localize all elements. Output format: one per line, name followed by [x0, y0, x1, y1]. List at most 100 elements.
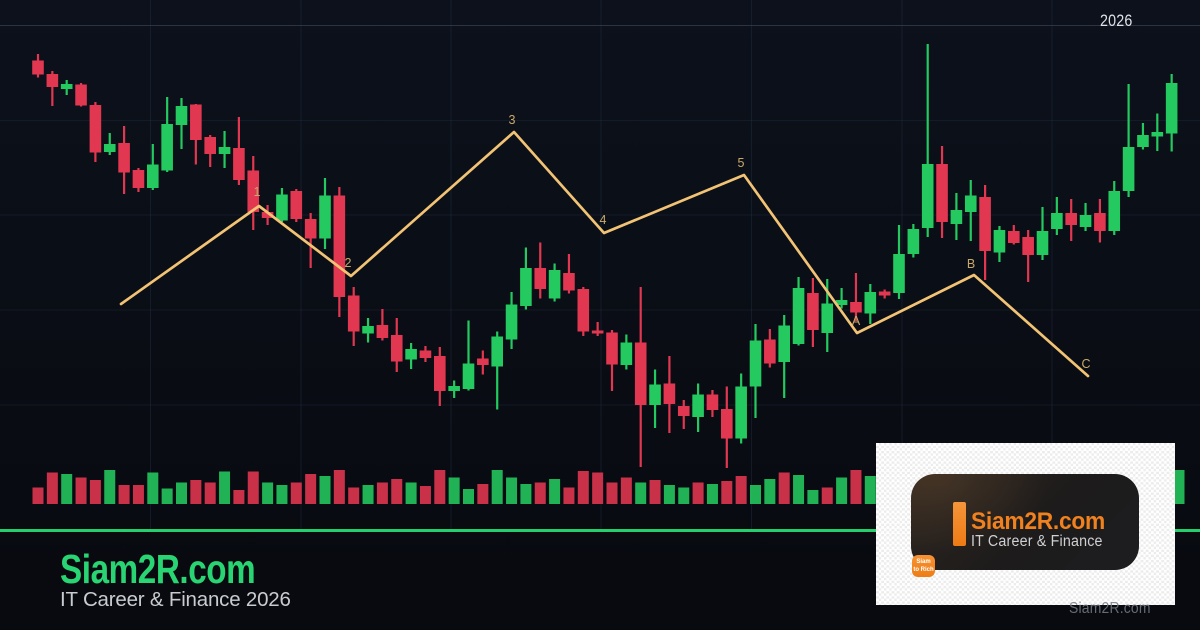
volume-bar [635, 482, 647, 504]
candle [103, 133, 116, 155]
candle-body [792, 288, 805, 344]
candle [448, 380, 460, 398]
wave-label: 1 [254, 185, 261, 199]
candle [663, 356, 676, 433]
candle-body [1137, 135, 1149, 147]
candle [1151, 113, 1164, 151]
wave-label: B [967, 257, 975, 271]
volume-bar [520, 484, 532, 504]
candle-body [333, 195, 346, 297]
candle [362, 318, 374, 343]
candle [304, 213, 317, 268]
candle-body [448, 386, 460, 391]
volume-bar [850, 470, 862, 504]
candle [979, 185, 991, 280]
volume-bar [405, 482, 417, 504]
candle-body [993, 230, 1006, 253]
candle-body [276, 194, 288, 221]
candle [778, 315, 790, 398]
candle [390, 318, 403, 372]
candle-body [520, 268, 532, 306]
candle-body [1122, 147, 1135, 191]
candle [706, 390, 719, 417]
candle-body [735, 386, 747, 439]
candle-body [706, 394, 719, 410]
candle [1122, 84, 1135, 197]
wave-label: 2 [345, 256, 352, 270]
candle [563, 254, 575, 294]
logo-tagline-text: IT Career & Finance [971, 532, 1103, 550]
candle [964, 180, 977, 241]
candle-body [1051, 213, 1063, 229]
candle [247, 156, 260, 230]
candle-body [692, 394, 704, 417]
candle-body [319, 195, 331, 239]
volume-bar [836, 477, 848, 504]
candle-body [46, 74, 59, 87]
candle-body [32, 60, 44, 75]
logo-brand-text: Siam2R.com [971, 508, 1105, 535]
volume-bar [376, 482, 388, 504]
candle-body [103, 144, 116, 152]
candle [190, 104, 202, 165]
volume-bar [161, 488, 173, 504]
candle [1051, 197, 1063, 235]
volume-bar [233, 490, 245, 504]
wave-label: A [852, 314, 861, 328]
volume-bar [463, 489, 474, 504]
siam-to-rich-badge: Siam to Rich [912, 555, 935, 577]
candle-body [563, 273, 575, 291]
candle-body [462, 363, 475, 389]
candle [792, 277, 805, 346]
candle-body [218, 147, 231, 154]
candle [1165, 74, 1178, 152]
candle-body [778, 325, 790, 362]
volume-bar [563, 487, 575, 504]
volume-bar [793, 475, 805, 504]
candle [721, 386, 733, 468]
candle [677, 400, 690, 429]
candle [520, 247, 532, 310]
volume-bar [821, 487, 833, 504]
candle [1079, 203, 1092, 231]
candle-body [749, 340, 762, 387]
volume-bar [577, 471, 589, 504]
logo-orange-bar-icon [952, 502, 966, 546]
candle [89, 102, 102, 162]
candle [161, 97, 173, 172]
candle [233, 117, 245, 185]
candle [606, 330, 618, 391]
candle [290, 189, 303, 222]
candle [147, 144, 159, 190]
candle [60, 80, 73, 95]
volume-bar [61, 474, 73, 504]
candle-body [721, 409, 733, 439]
candle [950, 193, 963, 240]
candle [735, 373, 747, 444]
candle [46, 71, 59, 106]
candle [132, 168, 145, 192]
candle-body [118, 143, 130, 173]
candle [850, 273, 862, 321]
candle [477, 350, 489, 375]
candle-body [893, 254, 905, 293]
candle [434, 347, 446, 406]
volume-bar [362, 485, 374, 504]
candle [1022, 230, 1034, 282]
candle [893, 225, 905, 299]
candle-body [190, 104, 202, 140]
candle-body [850, 302, 862, 313]
candle-body [807, 293, 819, 330]
candle-body [1008, 231, 1020, 243]
candle [505, 292, 518, 349]
logo-card-panel [911, 474, 1139, 570]
candle-body [577, 289, 590, 332]
candle-body [362, 326, 374, 334]
volume-bar [176, 482, 187, 504]
candle-body [1065, 213, 1077, 225]
candle [32, 54, 44, 78]
candle-body [304, 219, 317, 239]
candle-body [247, 170, 260, 212]
candle [118, 126, 130, 194]
candle [218, 131, 231, 168]
